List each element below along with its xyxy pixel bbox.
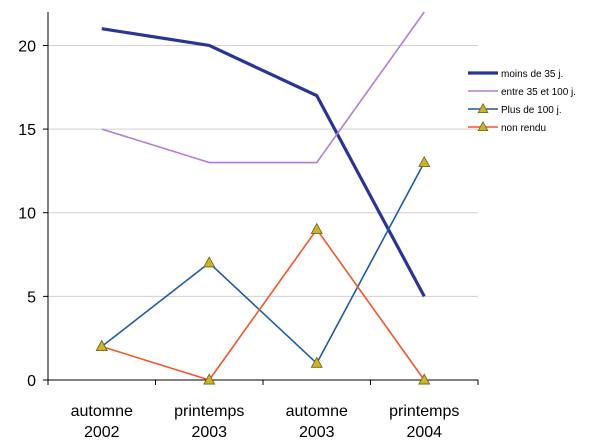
series-line-3 [101,228,425,381]
y-tick-label: 0 [27,373,36,390]
y-tick-label: 5 [27,289,36,306]
gridlines [48,44,478,297]
y-tick-label: 15 [18,122,36,139]
data-point [203,256,216,268]
legend-marker [477,102,489,113]
y-tick-label: 10 [18,206,36,223]
x-tick-label: 2002 [84,424,120,441]
data-point [203,373,216,385]
x-tick-label: printemps [389,403,459,420]
data-point [418,373,431,385]
data-point [310,356,323,368]
legend-label: entre 35 et 100 j. [501,87,576,98]
x-tick-label: automne [286,403,348,420]
x-tick-label: printemps [174,403,244,420]
legend-label: moins de 35 j. [501,69,563,80]
x-tick-label: 2003 [299,424,335,441]
y-tick-label: 20 [18,38,36,55]
data-point [95,339,108,351]
legend: moins de 35 j. entre 35 et 100 j. Plus de … [468,69,576,134]
series [95,11,431,385]
legend-marker [477,120,489,132]
x-tick-label: automne [71,403,133,420]
legend-label: non rendu [501,123,546,134]
series-line-1 [101,11,425,164]
axes: 0 5 10 15 20 automne 2002 printemps 2003 automne 2… [18,12,479,441]
data-point [418,155,431,167]
data-point [310,222,323,234]
legend-label: Plus de 100 j. [501,105,562,116]
series-line-2 [101,162,425,365]
series-line-0 [101,27,426,298]
x-tick-label: 2003 [191,424,227,441]
x-tick-label: 2004 [406,424,442,441]
